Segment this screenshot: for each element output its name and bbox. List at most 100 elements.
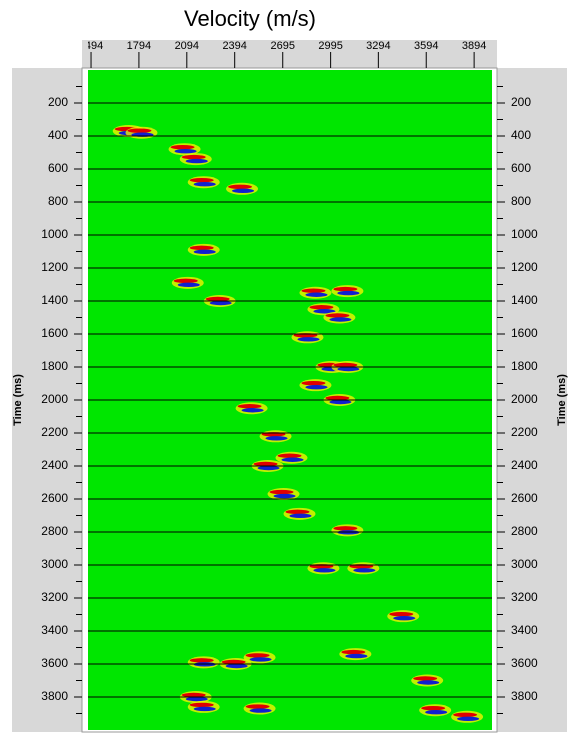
event [419, 704, 452, 717]
event-red [237, 404, 262, 409]
event [299, 379, 332, 392]
event [347, 562, 380, 575]
top-axis-panel [82, 40, 497, 68]
event-red [453, 712, 478, 717]
x-tick-label: 1494 [79, 40, 103, 52]
event [275, 451, 308, 464]
event [323, 311, 356, 324]
y-tick-label-right: 200 [511, 95, 531, 109]
y-tick-label-right: 2200 [511, 425, 538, 439]
x-ticks: 1494 1794 2094 2394 2695 2995 3294 3594 3894 [79, 40, 486, 68]
y-tick-label: 3800 [41, 689, 68, 703]
event-blue [241, 408, 264, 413]
event-blue [329, 317, 352, 322]
event-red [221, 659, 246, 665]
x-tick-label: 2695 [270, 40, 294, 52]
y-tick-label-right: 800 [511, 194, 531, 208]
event-blue [193, 706, 216, 712]
y-tick-label-right: 3000 [511, 557, 538, 571]
event-red [333, 286, 358, 292]
y-tick-label: 3200 [41, 590, 68, 604]
x-tick-label: 1794 [127, 40, 151, 52]
event-red [301, 380, 326, 386]
event-blue [313, 568, 336, 573]
y-tick-label: 1200 [41, 260, 68, 274]
y-axis-label: Time (ms) [12, 374, 24, 426]
event-blue [193, 249, 216, 255]
event [387, 610, 420, 623]
event-red [413, 676, 438, 681]
y-tick-label: 3400 [41, 623, 68, 637]
event-blue [313, 309, 336, 314]
event-blue [193, 182, 216, 187]
event [243, 651, 276, 664]
y-tick-label: 1600 [41, 326, 68, 340]
event-red [245, 704, 270, 709]
event-blue [185, 696, 208, 702]
y-tick-label-right: 1000 [511, 227, 538, 241]
event-blue [305, 384, 328, 390]
event-red [189, 658, 214, 663]
event-red [205, 296, 230, 302]
event [299, 286, 332, 299]
event [411, 674, 444, 687]
event-red [181, 154, 206, 160]
event [235, 402, 268, 415]
event [291, 331, 324, 344]
y-tick-label-right: 400 [511, 128, 531, 142]
event-blue [257, 465, 280, 471]
y-tick-label-right: 1400 [511, 293, 538, 307]
event-blue [225, 663, 248, 669]
event-blue [209, 300, 232, 306]
event [307, 562, 340, 575]
event [226, 182, 259, 195]
y-tick-label-right: 2600 [511, 491, 538, 505]
y-tick-label-right: 1200 [511, 260, 538, 274]
event-blue [273, 493, 296, 499]
event-blue [281, 457, 304, 462]
chart-title: Velocity (m/s) [184, 6, 316, 31]
event [267, 488, 300, 501]
y-tick-label: 1000 [41, 227, 68, 241]
x-tick-label: 2995 [318, 40, 342, 52]
y-tick-label: 800 [48, 194, 68, 208]
y-tick-label-right: 2800 [511, 524, 538, 538]
event [168, 143, 201, 156]
event-blue [249, 708, 272, 713]
event-red [189, 178, 214, 183]
y-tick-label-right: 1600 [511, 326, 538, 340]
event [187, 243, 220, 256]
event-red [325, 395, 350, 401]
y-tick-label-right: 3800 [511, 689, 538, 703]
y-axis-label-right: Time (ms) [556, 374, 568, 426]
event-red [253, 461, 278, 467]
event [243, 702, 276, 715]
event [451, 710, 484, 723]
event-blue [174, 149, 197, 154]
y-tick-label: 2800 [41, 524, 68, 538]
event-blue [345, 653, 368, 659]
event-red [333, 526, 358, 531]
event-red [269, 489, 294, 495]
event-blue [417, 680, 440, 685]
y-tick-label: 2200 [41, 425, 68, 439]
event-red [181, 692, 206, 698]
y-tick-label: 400 [48, 128, 68, 142]
event-red [389, 611, 414, 617]
event [219, 658, 252, 670]
y-tick-label: 3600 [41, 656, 68, 670]
y-tick-label-right: 600 [511, 161, 531, 175]
y-tick-label-right: 2400 [511, 458, 538, 472]
left-axis-panel [12, 68, 82, 732]
event-red [309, 305, 334, 310]
y-tick-label: 200 [48, 95, 68, 109]
event [187, 656, 220, 669]
x-tick-label: 2394 [222, 40, 246, 52]
event-blue [337, 366, 360, 372]
event-blue [289, 513, 312, 519]
event [307, 303, 340, 316]
event [187, 700, 220, 713]
event-red [245, 653, 270, 658]
